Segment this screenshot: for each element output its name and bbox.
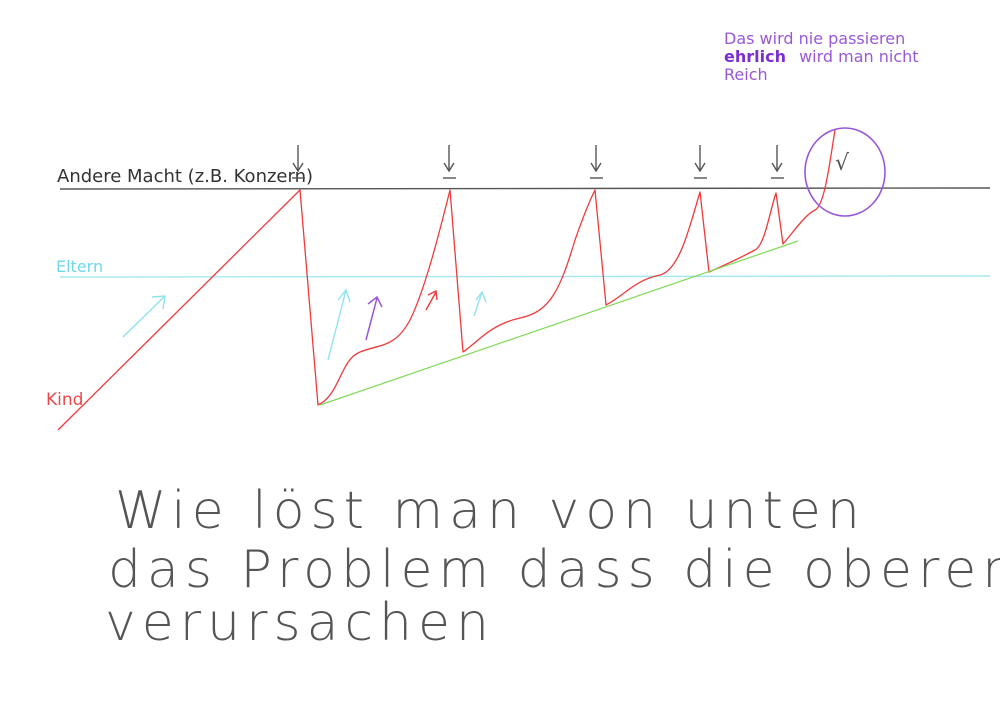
child-label: Kind [46,390,83,410]
cyan-arrow-icon [122,295,166,338]
note-line-2-rest: wird man nicht [799,47,918,66]
cyan-arrow-icon [473,290,487,317]
parent-line [59,275,991,278]
red-arrow-icon [425,289,438,311]
question-line-2: das Problem dass die oberen [108,540,1000,600]
parent-line-label: Eltern [56,257,103,276]
note-line-2: ehrlich wird man nicht [724,47,919,66]
note-bold-word: ehrlich [724,47,786,66]
purple-circle [804,127,886,217]
down-arrow-icon [443,145,456,179]
upper-power-line [59,187,991,190]
note-line-3: Reich [724,65,768,84]
down-arrow-icon [292,145,305,179]
down-arrow-icon [771,145,784,179]
upper-line-label: Andere Macht (z.B. Konzern) [57,166,313,187]
checkmark-icon: √ [835,151,850,176]
down-arrow-icon [694,145,707,179]
cyan-arrow-icon [327,288,351,361]
red-growth-curve [57,129,836,431]
question-line-1: Wie löst man von unten [115,481,866,541]
purple-arrow-icon [365,295,383,341]
green-trend-line [319,240,799,406]
note-line-1: Das wird nie passieren [724,29,905,48]
question-line-3: verursachen [105,593,495,653]
down-arrow-icon [590,145,603,179]
